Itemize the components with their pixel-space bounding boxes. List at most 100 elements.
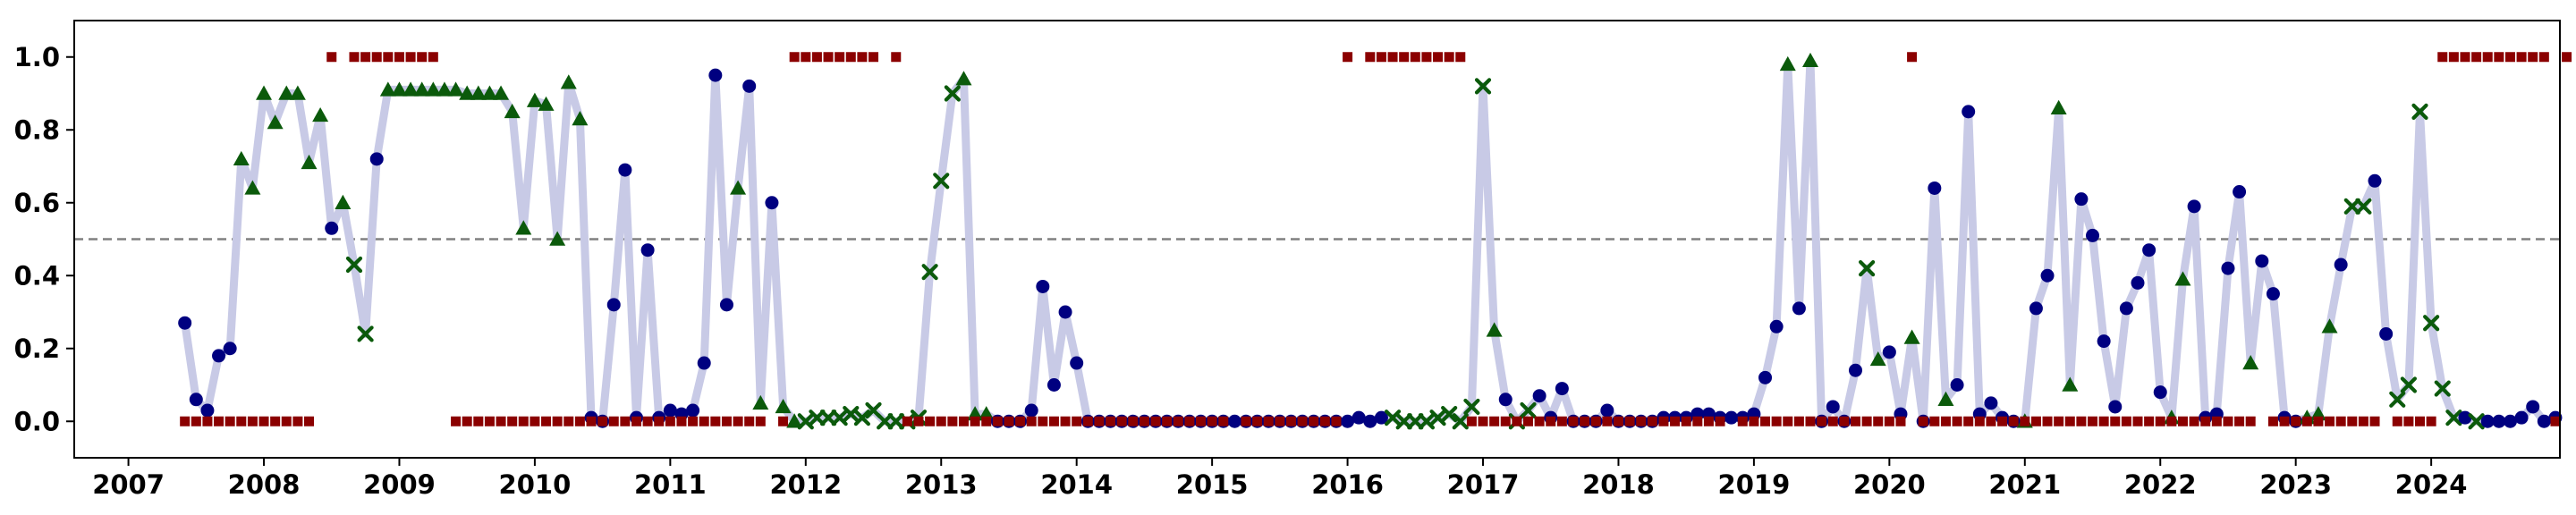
flag-marker — [2415, 416, 2426, 426]
data-point-cross — [1395, 413, 1412, 430]
data-point-triangle — [413, 81, 430, 97]
data-point-triangle — [436, 81, 453, 97]
flag-marker — [2538, 52, 2549, 63]
flag-marker — [2313, 416, 2324, 426]
data-point-triangle — [335, 194, 352, 209]
flag-marker — [552, 416, 563, 426]
flag-marker — [699, 416, 709, 426]
data-point — [2097, 334, 2111, 349]
data-point-triangle — [752, 394, 769, 410]
data-point — [663, 403, 677, 418]
flag-marker — [1275, 416, 1285, 426]
data-point — [719, 298, 733, 312]
data-point — [2537, 414, 2551, 428]
flag-marker — [936, 416, 946, 426]
flag-marker — [2121, 416, 2131, 426]
data-point — [765, 196, 779, 210]
data-point — [223, 342, 237, 356]
data-point — [2233, 185, 2247, 199]
data-point-triangle — [775, 398, 792, 414]
flag-marker — [970, 416, 980, 426]
flag-marker — [2110, 416, 2121, 426]
flag-marker — [733, 416, 743, 426]
data-point — [212, 349, 226, 363]
data-point-triangle — [481, 85, 498, 100]
flag-marker — [1207, 416, 1217, 426]
flag-marker — [823, 52, 834, 63]
y-tick-label: 0.8 — [14, 114, 60, 145]
flag-marker — [507, 416, 518, 426]
data-point — [708, 68, 723, 82]
x-tick-label: 2014 — [1040, 469, 1113, 500]
data-point-triangle — [504, 103, 521, 119]
flag-marker — [710, 416, 721, 426]
flag-marker — [2234, 416, 2245, 426]
data-point-triangle — [267, 114, 284, 130]
data-point-cross — [2343, 198, 2360, 215]
data-point-triangle — [2242, 355, 2259, 370]
flag-marker — [2030, 416, 2041, 426]
data-point — [1928, 181, 1942, 195]
flag-marker — [1004, 416, 1014, 426]
data-point-cross — [2400, 376, 2417, 393]
data-point-triangle — [515, 220, 532, 235]
flag-marker — [326, 52, 337, 63]
flag-marker — [394, 52, 404, 63]
flag-marker — [835, 52, 845, 63]
data-point-triangle — [786, 413, 803, 428]
flag-marker — [2054, 416, 2064, 426]
flag-marker — [2200, 416, 2211, 426]
data-point-triangle — [233, 150, 250, 166]
data-point — [2255, 254, 2269, 268]
flag-marker — [1568, 416, 1579, 426]
data-point-triangle — [391, 81, 408, 97]
y-tick-label: 0.0 — [14, 406, 60, 436]
x-tick-label: 2019 — [1718, 469, 1791, 500]
data-point — [1363, 414, 1377, 428]
data-point-cross — [819, 409, 837, 426]
flag-marker — [484, 416, 495, 426]
data-point-triangle — [425, 81, 442, 97]
data-point-triangle — [402, 81, 419, 97]
data-point — [2142, 243, 2157, 258]
data-point-triangle — [1937, 391, 1954, 406]
flag-marker — [1376, 52, 1386, 63]
flag-marker — [1907, 52, 1918, 63]
data-point-triangle — [1903, 329, 1920, 344]
data-point — [2040, 268, 2055, 283]
data-point-triangle — [1486, 322, 1503, 337]
flag-marker — [2042, 416, 2053, 426]
data-point-cross — [2445, 409, 2462, 426]
data-point-triangle — [459, 85, 476, 100]
flag-marker — [801, 52, 811, 63]
data-point — [1882, 345, 1896, 359]
flag-marker — [349, 52, 360, 63]
flag-marker — [2245, 416, 2256, 426]
flag-marker — [1410, 52, 1420, 63]
data-point — [1058, 305, 1072, 319]
flag-marker — [2528, 52, 2538, 63]
flag-marker — [1489, 416, 1500, 426]
flag-marker — [564, 416, 574, 426]
flag-marker — [214, 416, 225, 426]
flag-marker — [1106, 416, 1116, 426]
flag-marker — [1263, 416, 1274, 426]
data-point-triangle — [2321, 318, 2338, 333]
x-tick-label: 2015 — [1176, 469, 1249, 500]
data-point — [2458, 410, 2472, 425]
data-point — [1769, 319, 1784, 333]
x-tick-label: 2021 — [1988, 469, 2061, 500]
flag-marker — [1918, 416, 1928, 426]
flag-marker — [247, 416, 258, 426]
flag-marker — [620, 416, 631, 426]
flag-marker — [304, 416, 315, 426]
flag-marker — [642, 416, 653, 426]
flag-marker — [1252, 416, 1263, 426]
flag-marker — [1590, 416, 1601, 426]
data-point-triangle — [312, 106, 329, 122]
flag-marker — [2020, 416, 2030, 426]
x-tick-label: 2009 — [363, 469, 436, 500]
data-point-cross — [853, 409, 870, 426]
flag-marker-layer — [180, 52, 2572, 426]
data-point — [2074, 192, 2089, 207]
